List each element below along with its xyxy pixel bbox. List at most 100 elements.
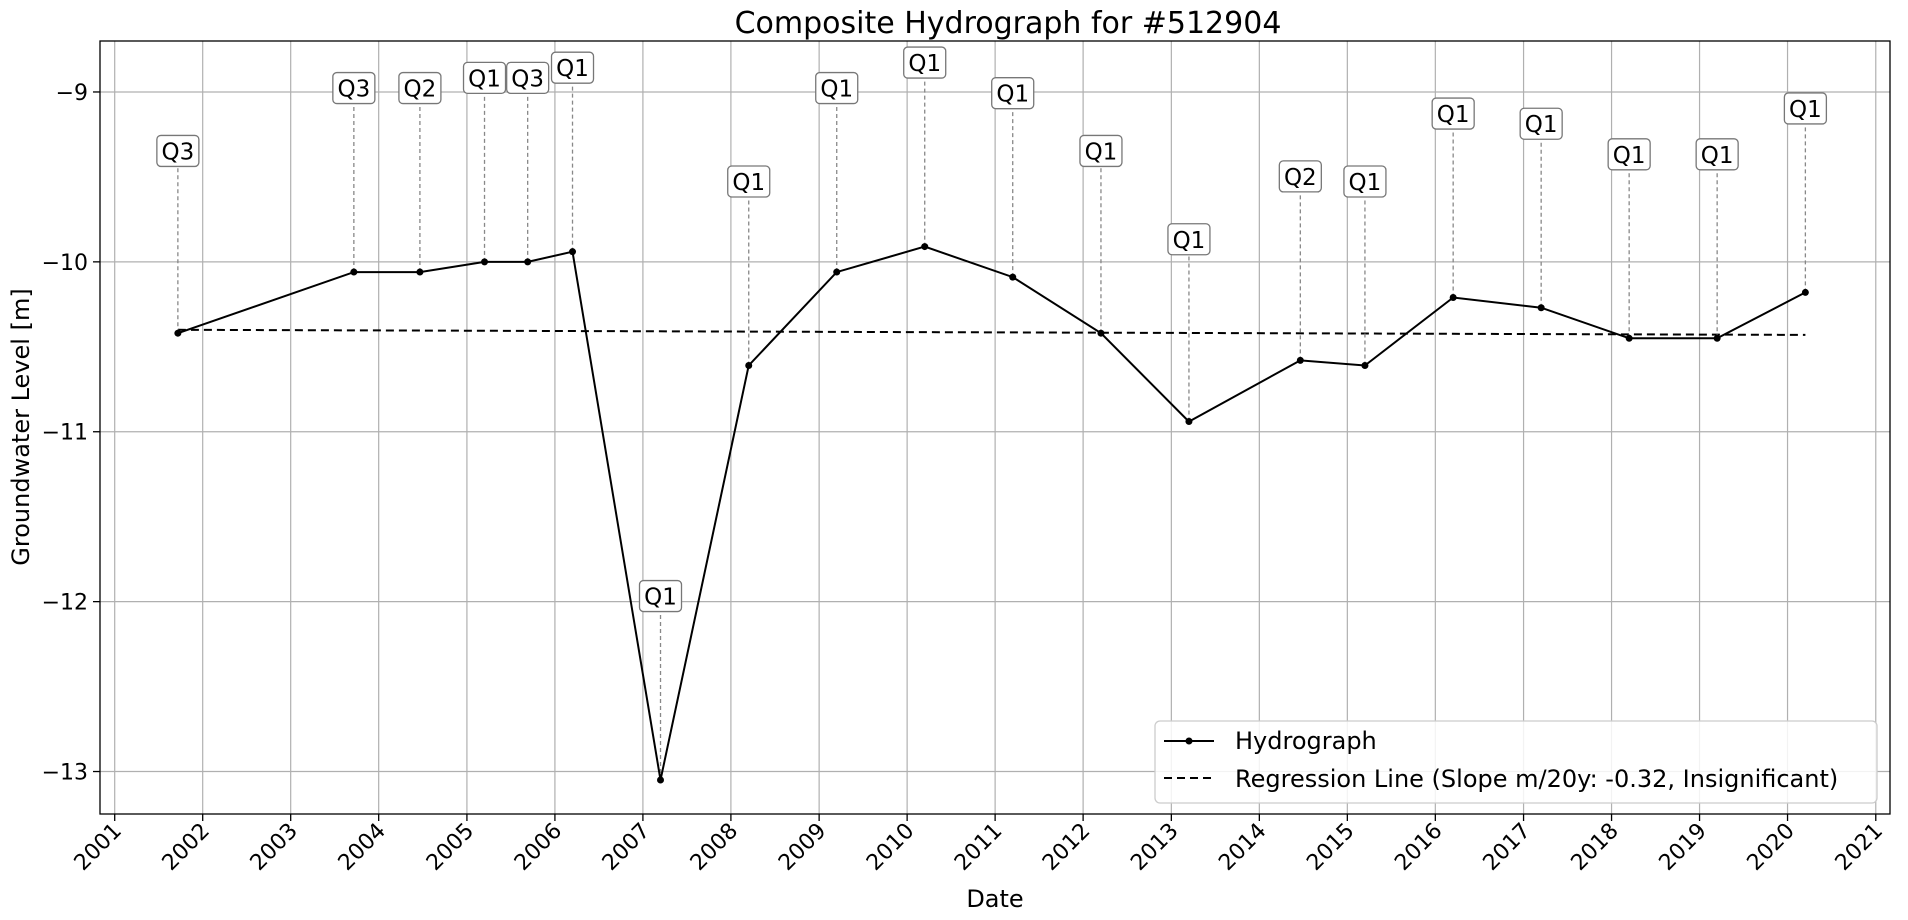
x-tick-label: 2002 bbox=[158, 819, 215, 876]
y-tick-label: −9 bbox=[56, 81, 88, 106]
x-tick-label: 2006 bbox=[510, 819, 567, 876]
legend-regression-label: Regression Line (Slope m/20y: -0.32, Ins… bbox=[1235, 765, 1838, 793]
hydrograph-point bbox=[569, 248, 577, 256]
quality-label: Q1 bbox=[1525, 112, 1558, 138]
y-tick-label: −11 bbox=[42, 421, 88, 446]
y-tick-label: −13 bbox=[42, 761, 88, 786]
quality-label: Q1 bbox=[468, 66, 501, 92]
x-tick-label: 2005 bbox=[422, 819, 479, 876]
hydrograph-point bbox=[1009, 273, 1017, 281]
x-tick-label: 2017 bbox=[1479, 819, 1536, 876]
hydrograph-layer bbox=[174, 243, 1809, 784]
x-tick-label: 2012 bbox=[1038, 819, 1095, 876]
quality-label: Q2 bbox=[1284, 165, 1317, 191]
quality-label: Q1 bbox=[1437, 102, 1470, 128]
legend-box bbox=[1154, 720, 1878, 804]
chart-title: Composite Hydrograph for #512904 bbox=[735, 6, 1282, 41]
quality-label-box bbox=[1278, 160, 1322, 193]
x-tick-label: 2008 bbox=[686, 819, 743, 876]
quality-label: Q1 bbox=[644, 585, 677, 611]
quality-label: Q1 bbox=[732, 170, 765, 196]
quality-label-box bbox=[727, 165, 771, 198]
grid bbox=[100, 41, 1890, 814]
x-tick-label: 2018 bbox=[1567, 819, 1624, 876]
y-tick-label: −10 bbox=[42, 251, 88, 276]
quality-label: Q1 bbox=[820, 77, 853, 103]
hydrograph-line bbox=[177, 245, 1806, 781]
quality-label-box bbox=[156, 134, 200, 168]
quality-label: Q1 bbox=[556, 56, 589, 82]
quality-label-box bbox=[332, 71, 376, 105]
quality-label: Q2 bbox=[404, 77, 437, 103]
x-tick-label: 2004 bbox=[334, 819, 391, 876]
quality-label-box bbox=[506, 61, 550, 95]
x-tick-label: 2009 bbox=[774, 819, 831, 876]
hydrograph-point bbox=[1296, 356, 1304, 364]
x-tick-label: 2020 bbox=[1743, 819, 1800, 876]
quality-label-box bbox=[1607, 138, 1651, 171]
y-axis-title: Groundwater Level [m] bbox=[7, 288, 35, 565]
quality-label-box bbox=[638, 579, 683, 613]
hydrograph-point bbox=[657, 776, 665, 784]
hydrograph-point bbox=[833, 268, 841, 276]
hydrograph-point bbox=[1801, 288, 1809, 296]
hydrograph-point bbox=[1361, 361, 1369, 369]
quality-label-box bbox=[1079, 134, 1123, 168]
x-tick-label: 2007 bbox=[598, 819, 655, 876]
quality-label: Q1 bbox=[1701, 143, 1734, 169]
hydrograph-point bbox=[174, 329, 182, 337]
quality-label-box bbox=[991, 77, 1035, 110]
hydrograph-point bbox=[416, 268, 424, 276]
y-tick-label: −12 bbox=[42, 591, 88, 616]
x-tick-label: 2019 bbox=[1655, 819, 1712, 876]
quality-label: Q1 bbox=[1173, 228, 1206, 254]
quality-label-box bbox=[550, 51, 595, 84]
quality-labels: Q3 Q3 Q2 Q1 Q3 Q1 Q1 Q1 Q1 Q1 Q1 Q1 Q1 Q2 Q1 Q1 Q1 Q1 Q1 Q1 bbox=[156, 46, 1828, 613]
hydrograph-point bbox=[1449, 294, 1457, 302]
quality-label-box bbox=[1783, 92, 1828, 125]
hydrograph-point bbox=[1097, 329, 1105, 337]
legend: Hydrograph Regression Line (Slope m/20y:… bbox=[1154, 720, 1878, 804]
quality-label-box bbox=[462, 61, 507, 95]
quality-label: Q1 bbox=[908, 51, 941, 77]
quality-label: Q1 bbox=[1789, 97, 1822, 123]
quality-label-box bbox=[1431, 97, 1475, 130]
quality-label-box bbox=[398, 71, 442, 105]
quality-label: Q1 bbox=[1613, 143, 1646, 169]
x-axis-title: Date bbox=[966, 885, 1023, 913]
hydrograph-point bbox=[1537, 304, 1545, 312]
quality-label: Q3 bbox=[161, 139, 194, 165]
x-tick-label: 2021 bbox=[1831, 819, 1888, 876]
hydrograph-point bbox=[524, 258, 532, 266]
hydrograph-point bbox=[1185, 418, 1193, 426]
quality-label-box bbox=[1167, 223, 1211, 256]
x-axis-ticks: 2001 2002 2003 2004 2005 2006 2007 2008 2009 2010… bbox=[70, 814, 1888, 876]
x-tick-label: 2011 bbox=[950, 819, 1007, 876]
x-tick-label: 2013 bbox=[1126, 819, 1183, 876]
hydrograph-point bbox=[745, 361, 753, 369]
x-tick-label: 2010 bbox=[862, 819, 919, 876]
x-tick-label: 2015 bbox=[1302, 819, 1359, 876]
hydrograph-point bbox=[1625, 334, 1633, 342]
quality-label: Q1 bbox=[996, 82, 1029, 108]
regression-line bbox=[177, 328, 1806, 336]
hydrograph-point bbox=[350, 268, 358, 276]
quality-label: Q3 bbox=[337, 77, 370, 103]
hydrograph-point bbox=[1713, 334, 1721, 342]
legend-hydrograph-label: Hydrograph bbox=[1235, 727, 1377, 755]
x-tick-label: 2014 bbox=[1214, 819, 1271, 876]
annotation-stems bbox=[177, 79, 1807, 781]
quality-label-box bbox=[1519, 107, 1563, 140]
regression-line-layer bbox=[177, 328, 1806, 336]
quality-label: Q1 bbox=[1349, 170, 1382, 196]
y-axis-ticks: −9 −10 −11 −12 −13 bbox=[42, 81, 100, 786]
quality-label-box bbox=[815, 71, 859, 105]
hydrograph-point bbox=[481, 258, 489, 266]
x-tick-label: 2016 bbox=[1390, 819, 1447, 876]
quality-label-box bbox=[1695, 138, 1739, 171]
x-tick-label: 2001 bbox=[70, 819, 127, 876]
quality-label-box bbox=[903, 46, 947, 79]
hydrograph-point bbox=[921, 243, 929, 251]
quality-label: Q1 bbox=[1085, 139, 1118, 165]
x-tick-label: 2003 bbox=[246, 819, 303, 876]
